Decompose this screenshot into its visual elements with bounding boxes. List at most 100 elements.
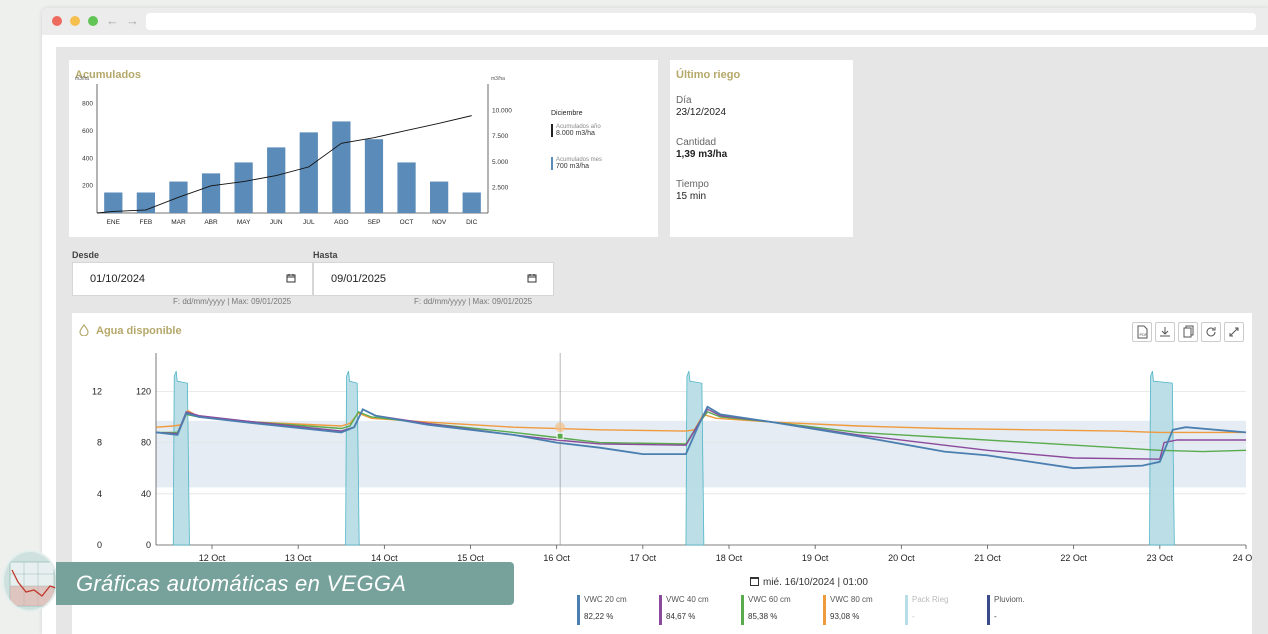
cumulative-line [96,115,472,214]
irrigation-pulse [172,371,190,546]
legend-month-acc-label: Acumulados mes [556,157,603,163]
y-tick-label-secondary: 0 [97,540,102,550]
legend-item-value: 84,67 % [666,612,696,621]
close-window-button[interactable] [52,16,62,26]
series-line [155,405,1247,470]
refresh-button[interactable] [1201,322,1221,342]
y-tick-label: 0 [146,540,151,550]
cantidad-value: 1,39 m3/ha [676,149,728,160]
copy-button[interactable] [1178,322,1198,342]
tiempo-label: Tiempo [676,179,709,190]
legend-item[interactable]: Pack Rieg - [905,595,948,625]
hasta-input[interactable]: 09/01/2025 [313,262,554,296]
forward-arrow-icon[interactable]: → [126,13,139,28]
acumulados-title: Acumulados [75,69,142,81]
right-unit: m3/ha [491,76,505,82]
x-tick-label: MAR [171,219,186,226]
x-tick-label: JUN [270,219,283,226]
x-tick-label: ABR [204,219,218,226]
legend-item[interactable]: Pluviom. - [987,595,1025,625]
legend-year-label: Acumulados año [556,124,601,130]
calendar-icon[interactable] [527,273,537,283]
hasta-value: 09/01/2025 [331,273,387,285]
x-tick-label: OCT [400,219,414,226]
bar [201,173,221,213]
bar [332,121,351,213]
agua-legend: VWC 20 cm 82,22 % VWC 40 cm 84,67 % VWC 60 c… [577,595,1057,627]
chart-thumbnail-badge [2,550,58,612]
y-tick-label: 40 [141,489,151,499]
dashboard-content: Acumulados m3/ha m3/ha 200 400 600 800 2.500 5.… [56,47,1268,634]
calendar-icon[interactable] [286,273,296,283]
promo-banner: Gráficas automáticas en VEGGA [56,562,514,605]
legend-item-value: 85,38 % [748,612,778,621]
legend-item-value: - [994,612,997,621]
browser-window: ← → Acumulados m3/ha m3/ha 200 400 600 800 2.5… [42,8,1268,634]
legend-item[interactable]: VWC 80 cm 93,08 % [823,595,873,625]
x-tick-label: FEB [140,219,153,226]
pdf-export-button[interactable]: PDF [1132,322,1152,342]
banner-text: Gráficas automáticas en VEGGA [76,571,407,596]
bar [234,162,253,213]
water-drop-icon [79,324,89,336]
calendar-icon [750,577,759,586]
ultimo-riego-card: Último riego Día 23/12/2024 Cantidad 1,3… [670,60,853,237]
x-tick-label: 17 Oct [630,553,657,563]
bar [104,192,123,213]
desde-input[interactable]: 01/10/2024 [72,262,313,296]
fullscreen-button[interactable] [1224,322,1244,342]
legend-item[interactable]: VWC 20 cm 82,22 % [577,595,627,625]
x-tick-label: 23 Oct [1147,553,1174,563]
legend-item-value: 93,08 % [830,612,860,621]
chart-thumbnail-icon [9,561,56,607]
legend-item-value: 82,22 % [584,612,614,621]
y-tick-label-secondary: 12 [92,386,102,396]
dia-value: 23/12/2024 [676,107,727,118]
pdf-export-icon: PDF [1137,325,1148,339]
cursor-date-readout: mié. 16/10/2024 | 01:00 [750,577,868,588]
x-tick-label: 19 Oct [802,553,829,563]
bar [430,181,449,213]
y-tick-label-secondary: 8 [97,438,102,448]
minimize-window-button[interactable] [70,16,80,26]
address-bar[interactable] [146,13,1256,30]
y-tick-label-secondary: 4 [97,489,102,499]
y-tick-label-left: 800 [82,101,93,108]
x-tick-label: NOV [432,219,447,226]
refresh-icon [1206,327,1216,337]
y-tick-label: 80 [141,438,151,448]
back-arrow-icon[interactable]: ← [106,13,119,28]
x-tick-label: ENE [107,219,121,226]
legend-item-label: Pluviom. [994,595,1025,604]
fullscreen-icon [1229,327,1239,337]
x-tick-label: 24 Oct [1233,553,1252,563]
bar [397,162,416,213]
x-tick-label: 21 Oct [974,553,1001,563]
legend-year-value: 8.000 m3/ha [556,130,595,137]
x-tick-label: 20 Oct [888,553,915,563]
legend-item-label: VWC 40 cm [666,595,709,604]
agua-disponible-title: Agua disponible [96,325,182,337]
irrigation-pulse [685,371,705,546]
x-tick-label: 14 Oct [371,553,398,563]
download-button[interactable] [1155,322,1175,342]
desde-hint: F: dd/mm/yyyy | Max: 09/01/2025 [173,297,292,306]
x-tick-label: MAY [237,219,251,226]
legend-item-label: Pack Rieg [912,595,949,604]
ultimo-riego-title: Último riego [676,69,741,81]
x-tick-label: 22 Oct [1060,553,1087,563]
tiempo-value: 15 min [676,191,707,202]
y-tick-label-right: 5.000 [492,159,509,166]
bar [267,147,286,213]
desde-value: 01/10/2024 [90,273,146,285]
x-tick-label: AGO [334,219,348,226]
legend-item[interactable]: VWC 60 cm 85,38 % [741,595,791,625]
legend-item[interactable]: VWC 40 cm 84,67 % [659,595,709,625]
cursor-date-label: mié. 16/10/2024 | 01:00 [763,577,868,588]
acumulados-legend: Diciembre Acumulados año 8.000 m3/ha Acu… [551,110,651,170]
legend-month-acc-value: 700 m3/ha [556,163,590,170]
legend-month-acc: Acumulados mes 700 m3/ha [551,157,651,170]
browser-titlebar: ← → [42,8,1268,35]
maximize-window-button[interactable] [88,16,98,26]
